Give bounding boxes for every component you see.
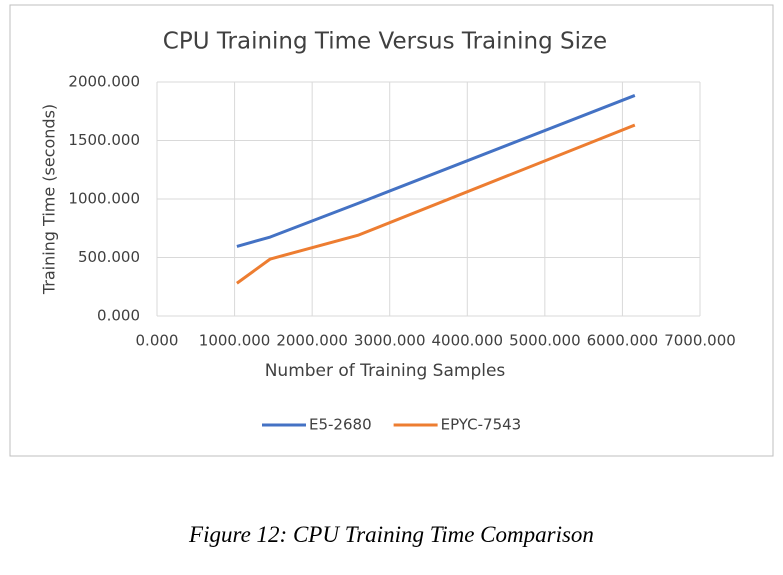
x-tick-label: 4000.000	[431, 332, 503, 350]
x-tick-label: 0.000	[136, 332, 179, 350]
y-tick-label: 1000.000	[68, 190, 140, 208]
chart-frame	[9, 4, 774, 457]
x-tick-label: 3000.000	[354, 332, 426, 350]
legend-label: EPYC-7543	[441, 416, 522, 434]
data-line	[236, 123, 636, 285]
y-tick-label: 1500.000	[68, 131, 140, 149]
x-tick-label: 1000.000	[199, 332, 271, 350]
caption: Figure 12: CPU Training Time Comparison	[189, 522, 594, 547]
data-line	[236, 94, 636, 248]
x-axis-title: Number of Training Samples	[265, 361, 506, 381]
chart-title: CPU Training Time Versus Training Size	[163, 29, 607, 55]
x-tick-label: 2000.000	[276, 332, 348, 350]
legend-label: E5-2680	[309, 416, 372, 434]
y-tick-label: 2000.000	[68, 73, 140, 91]
x-tick-label: 7000.000	[664, 332, 736, 350]
y-tick-label: 0.000	[97, 307, 140, 325]
y-axis-title: Training Time (seconds)	[40, 104, 59, 295]
y-tick-label: 500.000	[78, 248, 140, 266]
chart: CPU Training Time Versus Training Size N…	[9, 4, 774, 457]
x-tick-label: 5000.000	[509, 332, 581, 350]
x-tick-label: 6000.000	[587, 332, 659, 350]
